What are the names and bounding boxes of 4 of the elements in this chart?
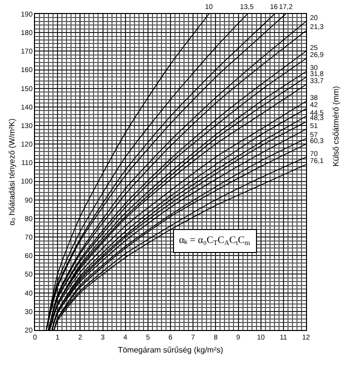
y-axis-title: α₀ hőátadási tényező (W/m²K) <box>8 118 17 226</box>
annotation: αₖ = α₀C$_{T}$C$_{A}$C$_{t}$C$_{m}$ <box>179 235 251 248</box>
x-axis-title: Tömegáram sűrűség (kg/m²s) <box>118 346 224 354</box>
text: Külső csőátmérő (mm) <box>331 86 340 167</box>
